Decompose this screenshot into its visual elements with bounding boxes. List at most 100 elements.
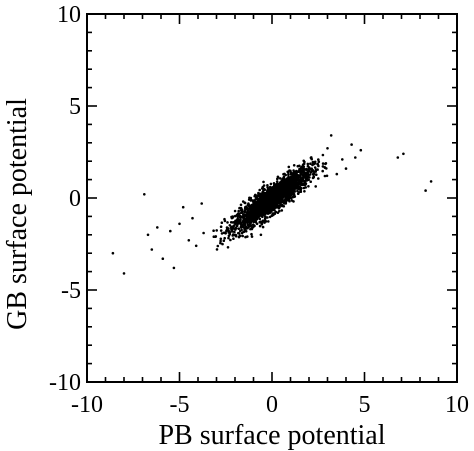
scatter-point (297, 191, 301, 194)
scatter-point (273, 184, 276, 187)
scatter-point (275, 180, 279, 183)
y-tick-label: 5 (69, 94, 81, 120)
scatter-point (292, 164, 296, 167)
scatter-point (271, 202, 275, 206)
scatter-point (238, 229, 242, 233)
scatter-point (295, 169, 298, 173)
scatter-point (302, 169, 305, 172)
scatter-point (282, 176, 286, 180)
scatter-point (295, 171, 298, 175)
scatter-point (255, 222, 259, 226)
scatter-point (290, 199, 294, 202)
scatter-point (250, 232, 253, 236)
scatter-point (308, 176, 311, 179)
scatter-point (309, 180, 313, 183)
scatter-point (220, 232, 224, 235)
scatter-point (274, 190, 278, 193)
scatter-point (178, 222, 181, 226)
scatter-point (240, 209, 243, 213)
scatter-point (276, 175, 280, 179)
scatter-point (396, 156, 400, 159)
scatter-point (287, 187, 291, 190)
scatter-point (228, 224, 232, 227)
scatter-point (314, 170, 317, 173)
scatter-point (329, 134, 333, 137)
scatter-point (239, 221, 243, 225)
scatter-point (259, 233, 263, 237)
scatter-point (296, 164, 300, 168)
scatter-point (271, 197, 275, 200)
scatter-point (258, 188, 262, 192)
scatter-point (252, 201, 256, 205)
scatter-point (270, 214, 274, 217)
x-tick-label: 5 (359, 392, 371, 418)
scatter-point (237, 227, 241, 230)
scatter-point (200, 202, 203, 205)
scatter-point (298, 168, 301, 172)
x-tick-label: -10 (71, 392, 103, 418)
scatter-point (226, 246, 230, 249)
scatter-point (273, 192, 277, 195)
scatter-point (429, 180, 433, 183)
scatter-point (251, 223, 255, 226)
scatter-point (231, 216, 235, 219)
scatter-point (256, 198, 260, 201)
scatter-point (308, 173, 312, 176)
scatter-point (261, 225, 265, 229)
scatter-point (271, 206, 275, 210)
scatter-point (317, 158, 320, 161)
scatter-point (221, 242, 224, 246)
scatter-point (301, 173, 305, 177)
scatter-point (246, 235, 249, 238)
scatter-point (230, 228, 233, 231)
scatter-point (292, 188, 296, 192)
scatter-point (273, 206, 277, 209)
scatter-point (238, 214, 242, 218)
scatter-point (287, 165, 291, 169)
scatter-point (276, 211, 280, 214)
scatter-point (237, 231, 240, 235)
scatter-point (359, 148, 363, 152)
scatter-point (341, 158, 344, 161)
scatter-point (241, 224, 244, 227)
scatter-point (350, 143, 353, 146)
scatter-point (268, 203, 272, 207)
scatter-point (323, 166, 327, 169)
scatter-point (266, 211, 270, 214)
scatter-point (237, 209, 240, 213)
scatter-point (229, 238, 232, 242)
scatter-point (309, 156, 313, 160)
y-tick-label: -10 (49, 370, 81, 396)
scatter-point (241, 234, 244, 238)
scatter-point (146, 233, 150, 237)
scatter-point (257, 203, 261, 207)
scatter-point (273, 187, 277, 191)
scatter-point (402, 152, 405, 156)
scatter-point (239, 226, 243, 229)
scatter-point (287, 173, 290, 176)
scatter-point (281, 181, 284, 185)
scatter-point (187, 239, 191, 242)
scatter-point (233, 209, 237, 213)
scatter-point (282, 178, 285, 182)
scatter-point (235, 224, 239, 228)
scatter-point (242, 213, 246, 217)
scatter-point (261, 205, 264, 208)
scatter-point (308, 166, 311, 170)
scatter-point (262, 197, 265, 200)
scatter-point (284, 197, 287, 201)
scatter-point (269, 186, 273, 190)
scatter-point (253, 218, 256, 222)
scatter-point (251, 216, 254, 219)
scatter-point (262, 210, 266, 214)
scatter-point (326, 147, 329, 150)
scatter-point (253, 194, 256, 198)
scatter-point (264, 212, 267, 216)
y-axis-title: GB surface potential (2, 98, 33, 330)
scatter-point (286, 184, 290, 187)
scatter-point (304, 175, 308, 179)
scatter-point (288, 176, 292, 180)
scatter-point (255, 211, 259, 215)
scatter-point (226, 221, 229, 224)
scatter-point (225, 229, 228, 233)
